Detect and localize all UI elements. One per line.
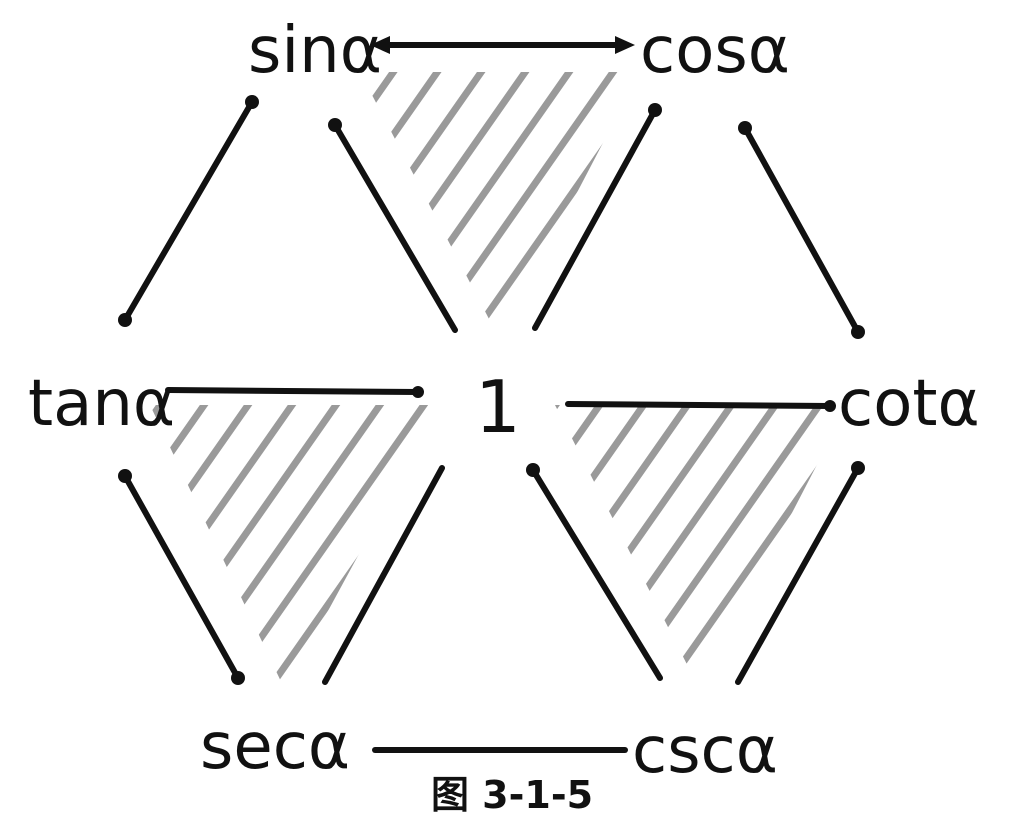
edge-dot bbox=[231, 671, 245, 685]
figure-caption: 图 3-1-5 bbox=[430, 773, 594, 817]
node-csc: cscα bbox=[632, 714, 778, 788]
edge-dot bbox=[738, 121, 752, 135]
edge-tan-center bbox=[165, 387, 421, 395]
edge-dot bbox=[118, 313, 132, 327]
node-tan: tanα bbox=[28, 367, 175, 441]
node-cot: cotα bbox=[838, 367, 980, 441]
edge-cos-cot bbox=[742, 125, 861, 335]
edge-dot bbox=[648, 103, 662, 117]
arrowhead-left-sin bbox=[370, 36, 390, 54]
edge-dot bbox=[118, 469, 132, 483]
edge-dot bbox=[245, 95, 259, 109]
edge-center-cot bbox=[565, 401, 833, 409]
edge-dot bbox=[824, 400, 836, 412]
node-cos: cosα bbox=[640, 14, 790, 88]
edge-dot bbox=[328, 118, 342, 132]
node-sin: sinα bbox=[248, 14, 382, 88]
shaded-triangle-bottom-left bbox=[150, 405, 440, 690]
edge-sin-center bbox=[332, 122, 458, 333]
edge-dot bbox=[412, 386, 424, 398]
edge-dot bbox=[851, 325, 865, 339]
edge-cos-center bbox=[532, 107, 658, 331]
edge-cot-csc bbox=[735, 465, 861, 685]
node-center-one: 1 bbox=[475, 365, 521, 449]
edge-sin-tan bbox=[122, 99, 255, 323]
arrowhead-right-cos bbox=[615, 36, 635, 54]
edge-center-csc bbox=[530, 467, 663, 681]
edge-center-sec bbox=[322, 465, 445, 685]
edge-dot bbox=[526, 463, 540, 477]
edge-dot bbox=[851, 461, 865, 475]
edge-tan-sec bbox=[122, 473, 241, 681]
node-sec: secα bbox=[200, 710, 350, 784]
shaded-triangle-top bbox=[360, 72, 640, 340]
shaded-triangle-bottom-right bbox=[555, 405, 848, 690]
